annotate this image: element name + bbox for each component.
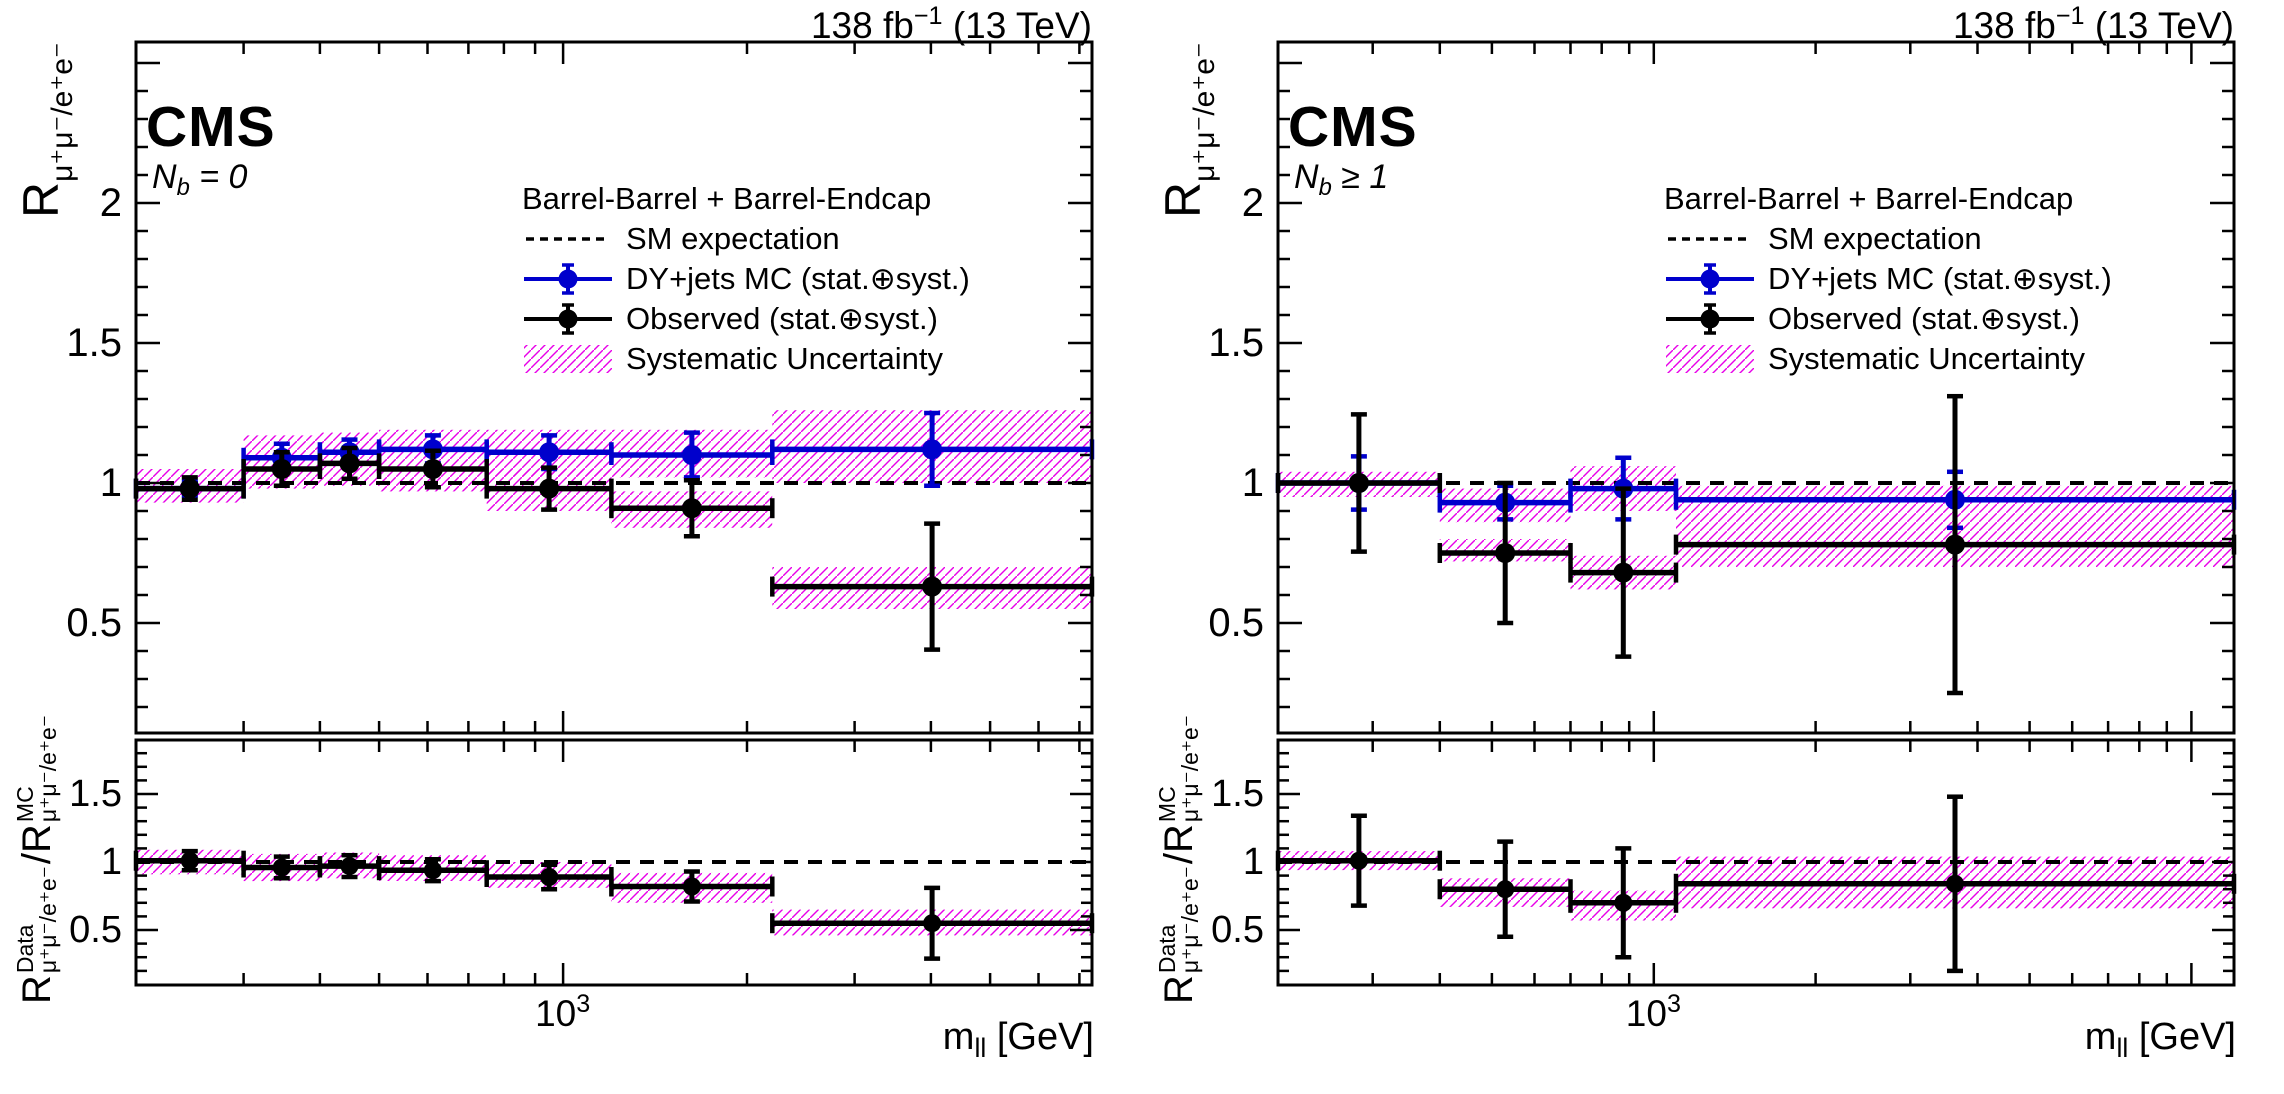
luminosity-label: 138 fb−1 (13 TeV) xyxy=(810,2,1092,46)
legend-entry-mc: DY+jets MC (stat.⊕syst.) xyxy=(522,259,970,299)
legend-entry-label: Observed (stat.⊕syst.) xyxy=(1768,301,2080,336)
hatch-box-icon xyxy=(524,345,612,373)
legend-entry-label: SM expectation xyxy=(1768,221,1982,256)
y-main-tick-label: 1 xyxy=(1241,460,1264,505)
legend-entry-label: Systematic Uncertainty xyxy=(626,341,943,376)
legend-entry-mc: DY+jets MC (stat.⊕syst.) xyxy=(1664,259,2112,299)
legend: Barrel-Barrel + Barrel-Endcap SM expecta… xyxy=(1664,179,2112,379)
y-main-tick-label: 1 xyxy=(99,460,122,505)
observed-series xyxy=(133,445,1095,652)
legend-entry-label: Systematic Uncertainty xyxy=(1768,341,2085,376)
y-ratio-tick-label: 0.5 xyxy=(1211,909,1264,952)
y-main-tick-label: 2 xyxy=(99,180,122,225)
plot-frames xyxy=(134,40,1094,987)
ratio-series xyxy=(1275,794,2237,974)
observed-series xyxy=(1275,393,2237,696)
y-main-tick-label: 1.5 xyxy=(66,320,122,365)
legend-entry-label: DY+jets MC (stat.⊕syst.) xyxy=(626,261,970,296)
y-ratio-tick-label: 1.5 xyxy=(69,773,122,815)
axis-ticks xyxy=(1278,42,2234,985)
observed-marker-icon xyxy=(524,303,612,335)
x-axis-decade-label: 103 xyxy=(1625,990,1681,1034)
mc-marker-icon xyxy=(524,263,612,295)
category-label: Nb ≥ 1 xyxy=(1294,158,1389,202)
hatch-box-icon xyxy=(1666,345,1754,373)
legend-entry-label: Observed (stat.⊕syst.) xyxy=(626,301,938,336)
legend-entry-sm: SM expectation xyxy=(1664,219,2112,259)
syst-band-group xyxy=(1278,466,2234,921)
y-main-tick-label: 1.5 xyxy=(1208,320,1264,365)
luminosity-label: 138 fb−1 (13 TeV) xyxy=(1952,2,2234,46)
legend-entry-label: SM expectation xyxy=(626,221,840,256)
legend-entry-syst: Systematic Uncertainty xyxy=(1664,339,2112,379)
panel-nb0: 138 fb−1 (13 TeV) Rμ⁺μ⁻/e⁺e⁻ R Data μ⁺μ⁻/e… xyxy=(12,2,1095,1063)
y-ratio-tick-label: 1.5 xyxy=(1211,773,1264,815)
y-ratio-tick-label: 1 xyxy=(100,841,122,884)
sm-expectation-line xyxy=(136,481,1092,864)
sm-dashed-line-icon xyxy=(526,237,610,241)
legend-entry-sm: SM expectation xyxy=(522,219,970,259)
y-main-tick-label: 2 xyxy=(1241,180,1264,225)
axis-ticks xyxy=(136,42,1092,985)
legend-title: Barrel-Barrel + Barrel-Endcap xyxy=(522,181,932,216)
x-axis-label: mll [GeV] xyxy=(2084,1016,2236,1063)
observed-marker-icon xyxy=(1666,303,1754,335)
y-ratio-tick-label: 0.5 xyxy=(69,909,122,952)
y-main-tick-label: 0.5 xyxy=(1208,600,1264,645)
plot-frames xyxy=(1276,40,2236,987)
legend: Barrel-Barrel + Barrel-Endcap SM expecta… xyxy=(522,179,970,379)
y-main-tick-label: 0.5 xyxy=(66,600,122,645)
legend-entry-syst: Systematic Uncertainty xyxy=(522,339,970,379)
figure-svg xyxy=(133,40,1095,987)
sm-expectation-line xyxy=(1278,481,2234,864)
legend-entry-observed: Observed (stat.⊕syst.) xyxy=(522,299,970,339)
x-axis-decade-label: 103 xyxy=(535,990,591,1034)
ratio-series xyxy=(133,848,1095,961)
y-ratio-tick-label: 1 xyxy=(1242,841,1264,884)
legend-entry-label: DY+jets MC (stat.⊕syst.) xyxy=(1768,261,2112,296)
mc-marker-icon xyxy=(1666,263,1754,295)
panel-nb1: 138 fb−1 (13 TeV) Rμ⁺μ⁻/e⁺e⁻ R Data μ⁺μ⁻/e… xyxy=(1142,0,2284,1094)
cms-logo-text: CMS xyxy=(1288,95,1418,159)
sm-dashed-line-icon xyxy=(1668,237,1752,241)
legend-title: Barrel-Barrel + Barrel-Endcap xyxy=(1664,181,2074,216)
figure-svg xyxy=(1275,40,2237,987)
legend-entry-observed: Observed (stat.⊕syst.) xyxy=(1664,299,2112,339)
cms-logo-text: CMS xyxy=(146,95,276,159)
category-label: Nb = 0 xyxy=(152,158,248,202)
x-axis-label: mll [GeV] xyxy=(942,1016,1094,1063)
